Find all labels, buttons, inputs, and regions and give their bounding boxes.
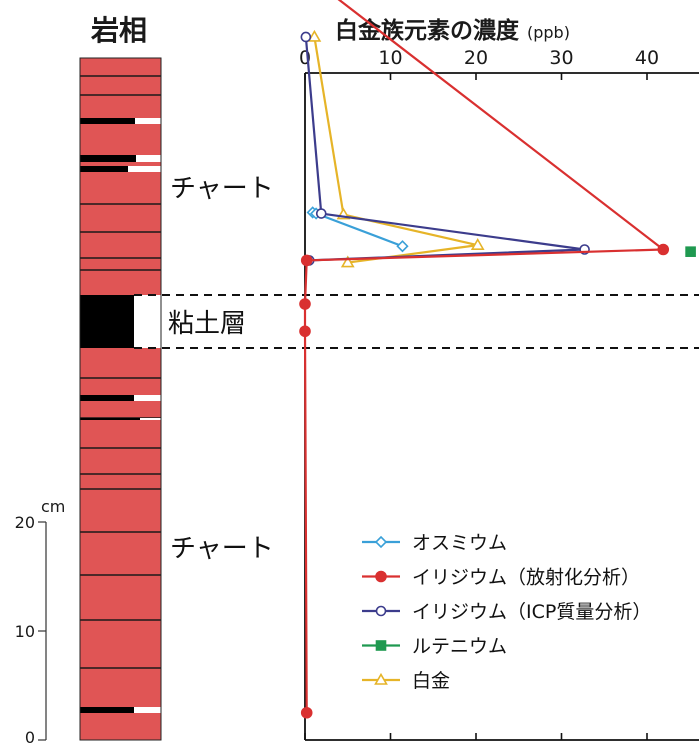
lithology-column	[79, 57, 162, 741]
series-3-line	[304, 36, 585, 262]
series-2-point-2	[657, 243, 670, 256]
legend-item-5: 白金	[362, 670, 450, 692]
chert-upper-body	[80, 58, 161, 295]
series-5-point-4	[340, 255, 355, 268]
legend-swatch-marker-4	[375, 640, 387, 651]
thin-clay-band-5	[80, 418, 140, 420]
chart-title-unit: (ppb)	[527, 23, 570, 42]
legend-item-4: ルテニウム	[362, 636, 507, 658]
thin-band-gap-2	[136, 155, 162, 162]
thin-band-gap-5	[140, 418, 162, 420]
series-2-point-6	[300, 706, 313, 719]
column-outline	[79, 57, 162, 741]
chart-title: 白金族元素の濃度 (ppb)	[335, 17, 570, 44]
series-2-point-4	[299, 298, 311, 310]
thin-band-gap-4	[134, 395, 162, 401]
legend-swatch-marker-2	[375, 570, 387, 583]
x-tick-label-20: 20	[464, 47, 488, 69]
thin-clay-band-3	[80, 166, 128, 172]
lithology-heading: 岩相	[90, 14, 147, 47]
legend-label-5: 白金	[412, 670, 450, 692]
thin-clay-band-2	[80, 155, 136, 162]
series-4-point-1	[685, 246, 696, 257]
x-tick-label-10: 10	[378, 47, 402, 69]
series-4	[685, 246, 696, 257]
thin-clay-band-4	[80, 395, 134, 401]
x-tick-label-40: 40	[635, 47, 659, 69]
legend-swatch-marker-1	[374, 535, 388, 549]
series-5-point-3	[470, 238, 485, 250]
label-chert-lower: チャート	[170, 534, 274, 564]
legend-item-2: イリジウム（放射化分析）	[362, 567, 640, 589]
thin-clay-band-6	[80, 707, 134, 713]
thin-band-gap-6	[134, 707, 162, 713]
series-2	[299, 0, 670, 719]
thin-band-gap-1	[135, 118, 162, 124]
series-2-point-3	[300, 254, 313, 267]
legend-label-4: ルテニウム	[412, 636, 507, 658]
legend-label-2: イリジウム（放射化分析）	[412, 567, 640, 589]
depth-scale-label-10: 10	[15, 622, 35, 641]
x-axis-bottom	[304, 733, 699, 741]
label-clay-layer: 粘土層	[168, 309, 246, 339]
depth-scale-label-20: 20	[15, 513, 35, 532]
clay-layer-notch	[134, 295, 162, 348]
legend-item-1: オスミウム	[362, 532, 507, 554]
thin-clay-band-1	[80, 118, 135, 124]
chert-lower-body	[80, 348, 161, 740]
label-chert-upper: チャート	[170, 174, 274, 204]
series-3-point-1	[300, 31, 312, 43]
series-3	[300, 31, 590, 266]
x-tick-label-30: 30	[549, 47, 573, 69]
x-axis-top: 0 10 20 30 40	[299, 47, 699, 80]
legend-item-3: イリジウム（ICP質量分析）	[362, 601, 651, 623]
legend-label-1: オスミウム	[412, 532, 507, 554]
series-2-line	[303, 0, 667, 713]
depth-scale-unit: cm	[41, 497, 65, 516]
series-5-line	[313, 36, 478, 264]
depth-scale: 20 10 0 cm	[15, 497, 66, 745]
legend-swatch-marker-5	[374, 672, 388, 685]
series-1	[306, 206, 409, 253]
depth-scale-label-0: 0	[25, 728, 35, 745]
legend-swatch-marker-3	[375, 605, 387, 617]
chart-title-text: 白金族元素の濃度	[335, 17, 520, 44]
thin-band-gap-3	[128, 166, 162, 172]
series-layer	[299, 0, 696, 719]
legend-label-3: イリジウム（ICP質量分析）	[412, 601, 651, 623]
series-2-point-5	[299, 325, 311, 338]
series-5-point-1	[307, 29, 322, 42]
series-1-point-3	[396, 240, 409, 253]
series-3-point-2	[315, 208, 327, 219]
